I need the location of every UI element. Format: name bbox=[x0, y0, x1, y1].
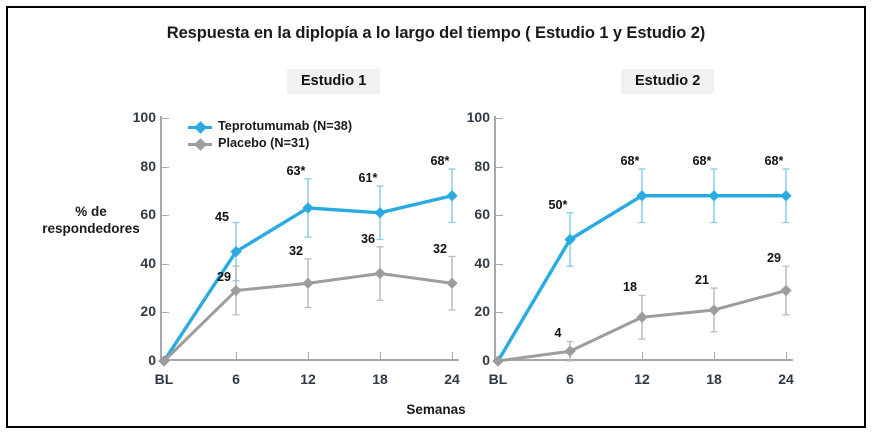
data-label: 63* bbox=[286, 163, 306, 178]
x-axis-tick-label: 18 bbox=[706, 371, 722, 387]
x-axis-tick bbox=[786, 352, 787, 359]
x-axis-tick bbox=[308, 352, 309, 359]
data-label: 68* bbox=[430, 154, 450, 169]
panel-label-estudio-2: Estudio 2 bbox=[621, 69, 715, 94]
data-point-marker bbox=[708, 190, 720, 202]
data-label: 68* bbox=[692, 154, 712, 169]
legend-item[interactable]: Teprotumumab (N=38) bbox=[188, 118, 352, 135]
legend-label: Placebo (N=31) bbox=[218, 136, 310, 151]
y-axis-title: % de respondedores bbox=[36, 204, 146, 238]
x-axis-tick-label: 24 bbox=[778, 371, 794, 387]
data-label: 18 bbox=[622, 280, 638, 295]
data-point-marker bbox=[636, 311, 648, 323]
series-layer bbox=[492, 168, 792, 367]
y-axis-tick-label: 80 bbox=[140, 157, 156, 174]
data-point-marker bbox=[302, 277, 314, 289]
legend-estudio-1: Teprotumumab (N=38) Placebo (N=31) bbox=[188, 118, 352, 152]
data-point-marker bbox=[780, 284, 792, 297]
data-point-marker bbox=[708, 304, 720, 316]
data-label: 29 bbox=[766, 251, 782, 266]
x-axis-tick bbox=[714, 352, 715, 359]
panel-label-estudio-1: Estudio 1 bbox=[287, 69, 381, 94]
page-title: Respuesta en la diplopía a lo largo del … bbox=[166, 24, 706, 42]
y-axis-tick bbox=[496, 215, 503, 217]
y-axis-tick-label: 20 bbox=[140, 303, 156, 320]
y-axis-tick bbox=[162, 118, 169, 119]
y-axis-tick-label: 40 bbox=[474, 254, 490, 271]
x-axis-tick-label: 18 bbox=[372, 371, 388, 387]
data-point-marker bbox=[446, 190, 458, 202]
series-layer bbox=[158, 168, 458, 367]
data-label: 45 bbox=[214, 210, 230, 225]
y-axis-tick bbox=[496, 118, 503, 119]
plot-area-estudio-2: 0 20 40 60 80 100 BL 6 12 18 24 50* 68* 68* 68* 4 18 21 29 bbox=[467, 109, 794, 387]
data-label: 32 bbox=[432, 241, 448, 256]
x-axis-tick bbox=[642, 352, 643, 359]
y-axis-tick-label: 0 bbox=[148, 352, 156, 368]
y-axis-tick-label: 0 bbox=[482, 352, 490, 368]
x-axis-line bbox=[494, 359, 793, 361]
x-axis-tick-label: BL bbox=[488, 371, 508, 387]
data-label: 4 bbox=[554, 325, 562, 340]
y-axis-title-line1: % de bbox=[75, 204, 107, 219]
data-point-marker bbox=[780, 190, 792, 202]
data-label: 21 bbox=[694, 273, 710, 288]
y-axis-tick-label: 100 bbox=[466, 109, 490, 125]
y-axis-line bbox=[494, 116, 496, 362]
y-axis-tick-label: 100 bbox=[132, 109, 156, 125]
y-axis-tick-label: 20 bbox=[474, 303, 490, 320]
x-axis-tick-label: BL bbox=[154, 371, 174, 387]
x-axis-tick bbox=[380, 352, 381, 359]
legend-label: Teprotumumab (N=38) bbox=[218, 119, 353, 134]
data-point-marker bbox=[636, 190, 648, 202]
x-axis-tick-label: 12 bbox=[300, 371, 316, 387]
y-axis-tick-label: 40 bbox=[140, 254, 156, 271]
y-axis-tick-label: 60 bbox=[474, 206, 490, 223]
y-axis-tick-label: 80 bbox=[474, 157, 490, 174]
y-axis-tick bbox=[162, 312, 169, 314]
data-point-marker bbox=[564, 345, 576, 357]
legend-swatch-icon bbox=[188, 137, 212, 151]
x-axis-tick-label: 6 bbox=[566, 371, 574, 387]
data-label: 36 bbox=[360, 231, 376, 246]
y-axis-line bbox=[160, 116, 162, 362]
data-label: 32 bbox=[288, 243, 304, 258]
y-axis-tick bbox=[496, 312, 503, 314]
x-axis-title: Semanas bbox=[406, 402, 466, 417]
y-axis-tick bbox=[496, 166, 503, 168]
x-axis-tick-label: 24 bbox=[444, 371, 460, 387]
image-frame: Respuesta en la diplopía a lo largo del … bbox=[6, 6, 866, 428]
data-point-marker bbox=[446, 277, 458, 289]
x-axis-tick-label: 6 bbox=[232, 371, 240, 387]
y-axis-tick bbox=[162, 263, 169, 265]
data-label: 68* bbox=[764, 154, 784, 169]
y-axis-tick bbox=[496, 263, 503, 265]
legend-item[interactable]: Placebo (N=31) bbox=[188, 135, 352, 152]
y-axis-tick-label: 60 bbox=[140, 206, 156, 223]
data-label: 61* bbox=[358, 171, 378, 186]
x-axis-tick bbox=[236, 352, 237, 359]
y-axis-title-line2: respondedores bbox=[42, 220, 140, 236]
data-label: 50* bbox=[548, 197, 568, 212]
legend-swatch-icon bbox=[188, 120, 212, 134]
data-point-marker bbox=[374, 207, 386, 219]
data-label: 29 bbox=[216, 270, 232, 285]
y-axis-tick bbox=[162, 166, 169, 168]
data-label: 68* bbox=[620, 154, 640, 169]
x-axis-tick-label: 12 bbox=[634, 371, 650, 387]
data-point-marker bbox=[374, 267, 386, 280]
x-axis-tick bbox=[452, 352, 453, 359]
x-axis-line bbox=[160, 359, 459, 361]
plot-area-estudio-1: 0 20 40 60 80 100 BL 6 12 18 24 45 63* 61* 68* 29 32 36 32 bbox=[133, 109, 460, 387]
y-axis-tick bbox=[162, 215, 169, 217]
